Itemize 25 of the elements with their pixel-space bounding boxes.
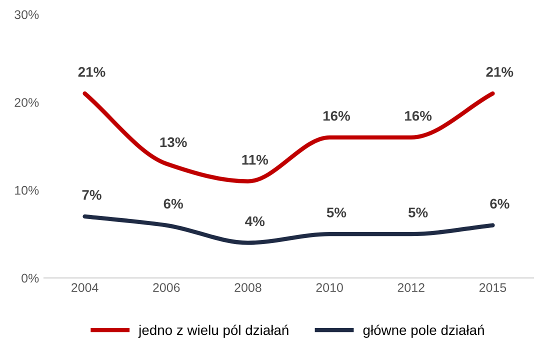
legend-label: główne pole działań: [363, 324, 484, 338]
x-tick-label: 2010: [316, 283, 343, 292]
data-label: 11%: [242, 154, 268, 165]
y-tick-label: 30%: [14, 10, 39, 20]
data-label: 5%: [408, 208, 428, 218]
x-tick-label: 2004: [72, 283, 98, 292]
data-label: 6%: [490, 198, 510, 209]
y-tick-label: 10%: [15, 186, 39, 195]
line-series: [82, 91, 495, 184]
data-label: 16%: [405, 110, 432, 121]
x-tick-label: 2012: [398, 283, 424, 292]
data-label: 4%: [245, 216, 265, 226]
x-tick-label: 2008: [234, 283, 262, 292]
x-tick-label: 2006: [153, 283, 180, 292]
data-label: 7%: [82, 190, 102, 200]
y-tick-label: 0%: [22, 274, 39, 283]
y-tick-label: 20%: [14, 98, 39, 107]
x-tick-label: 2015: [479, 283, 506, 292]
data-label: 5%: [326, 208, 346, 218]
data-label: 16%: [323, 110, 350, 121]
data-label: 21%: [486, 67, 514, 77]
data-label: 13%: [160, 137, 187, 148]
legend-label: jedno z wielu pól działań: [138, 324, 288, 338]
data-label: 21%: [78, 67, 106, 77]
data-label: 6%: [164, 198, 183, 209]
